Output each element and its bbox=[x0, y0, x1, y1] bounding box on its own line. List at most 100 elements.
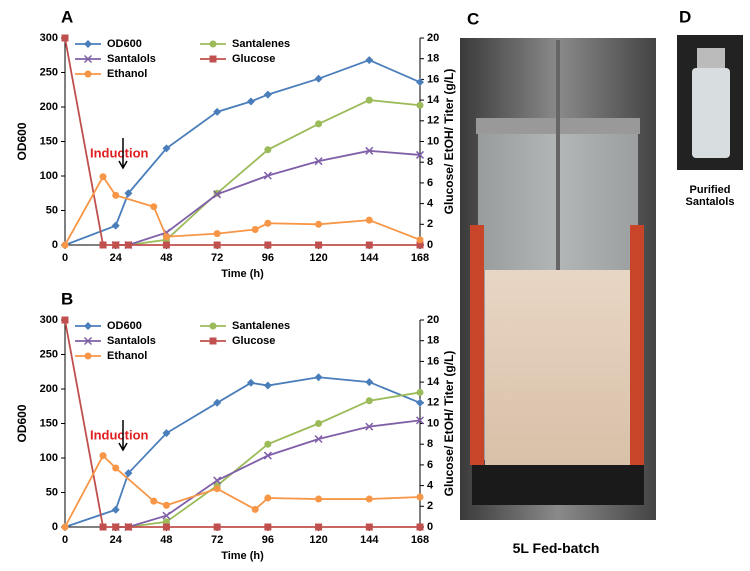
legend-marker bbox=[209, 322, 217, 330]
data-point bbox=[124, 241, 132, 249]
data-point bbox=[264, 523, 272, 531]
data-point bbox=[264, 241, 272, 249]
data-point bbox=[162, 429, 171, 438]
data-point bbox=[416, 523, 424, 531]
legend-marker bbox=[209, 40, 217, 48]
data-point bbox=[416, 236, 424, 244]
y2-tick-label: 0 bbox=[427, 521, 433, 533]
data-point bbox=[416, 241, 424, 249]
data-point bbox=[213, 241, 221, 249]
annotation: Induction bbox=[90, 145, 149, 160]
data-point bbox=[315, 220, 323, 228]
y2-tick-label: 20 bbox=[427, 32, 439, 44]
reactor-photo bbox=[460, 38, 656, 520]
data-point bbox=[264, 146, 272, 154]
data-point bbox=[251, 505, 259, 513]
data-point bbox=[61, 34, 69, 42]
x-tick-label: 96 bbox=[262, 252, 274, 264]
data-point bbox=[213, 107, 222, 116]
data-point bbox=[365, 96, 373, 104]
data-point bbox=[162, 523, 170, 531]
legend-marker bbox=[84, 70, 92, 78]
series-line bbox=[115, 419, 421, 528]
data-point bbox=[314, 74, 323, 83]
data-point bbox=[264, 440, 272, 448]
legend-label: Ethanol bbox=[107, 350, 147, 362]
y-tick-label: 250 bbox=[40, 348, 58, 360]
data-point bbox=[365, 146, 374, 155]
x-tick-label: 24 bbox=[110, 252, 123, 264]
x-tick-label: 0 bbox=[62, 534, 68, 546]
data-point bbox=[213, 398, 222, 407]
legend-marker bbox=[209, 55, 217, 63]
data-point bbox=[365, 397, 373, 405]
y2-tick-label: 16 bbox=[427, 73, 439, 85]
data-point bbox=[416, 78, 424, 87]
y2-tick-label: 14 bbox=[427, 94, 440, 106]
y2-tick-label: 4 bbox=[427, 480, 434, 492]
x-tick-label: 72 bbox=[211, 534, 223, 546]
y2-tick-label: 8 bbox=[427, 156, 433, 168]
y-axis-label: OD600 bbox=[15, 122, 29, 160]
panel-label: D bbox=[679, 7, 691, 26]
data-point bbox=[61, 241, 69, 249]
data-point bbox=[124, 469, 133, 478]
x-tick-label: 0 bbox=[62, 252, 68, 264]
data-point bbox=[365, 422, 374, 431]
data-point bbox=[416, 493, 424, 501]
legend-marker bbox=[84, 352, 92, 360]
data-point bbox=[365, 523, 373, 531]
data-point bbox=[416, 398, 424, 407]
y2-tick-label: 12 bbox=[427, 115, 439, 127]
photo-caption: Purified Santalols bbox=[685, 184, 735, 208]
y2-tick-label: 10 bbox=[427, 417, 439, 429]
legend-label: Glucose bbox=[232, 53, 275, 65]
x-tick-label: 120 bbox=[309, 534, 327, 546]
y2-tick-label: 10 bbox=[427, 135, 439, 147]
x-axis-label: Time (h) bbox=[221, 550, 264, 562]
data-point bbox=[365, 495, 373, 503]
data-point bbox=[99, 523, 107, 531]
series-line bbox=[64, 174, 421, 246]
data-point bbox=[112, 464, 120, 472]
x-axis-label: Time (h) bbox=[221, 268, 264, 280]
y2-tick-label: 6 bbox=[427, 177, 433, 189]
y-tick-label: 50 bbox=[46, 486, 58, 498]
data-point bbox=[99, 241, 107, 249]
x-tick-label: 144 bbox=[360, 534, 379, 546]
x-tick-label: 48 bbox=[160, 534, 172, 546]
legend-marker bbox=[84, 322, 92, 330]
data-point bbox=[162, 511, 171, 520]
data-point bbox=[124, 189, 133, 198]
data-point bbox=[162, 241, 170, 249]
data-point bbox=[124, 523, 132, 531]
data-point bbox=[162, 233, 170, 241]
data-point bbox=[263, 171, 272, 180]
data-point bbox=[112, 523, 120, 531]
y2-axis-label: Glucose/ EtOH/ Titer (g/L) bbox=[442, 69, 456, 215]
data-point bbox=[213, 476, 222, 485]
data-point bbox=[112, 191, 120, 199]
data-point bbox=[162, 144, 171, 153]
legend-marker bbox=[209, 337, 217, 345]
annotation-arrow bbox=[118, 138, 128, 170]
data-point bbox=[263, 90, 272, 99]
y2-tick-label: 18 bbox=[427, 335, 439, 347]
data-point bbox=[246, 378, 255, 387]
data-point bbox=[264, 219, 272, 227]
data-point bbox=[314, 373, 323, 382]
y-tick-label: 300 bbox=[40, 32, 58, 44]
annotation-arrow bbox=[118, 420, 128, 452]
annotation: Induction bbox=[90, 427, 149, 442]
y2-tick-label: 16 bbox=[427, 355, 439, 367]
legend-label: Santalenes bbox=[232, 38, 290, 50]
data-point bbox=[264, 494, 272, 502]
y2-tick-label: 2 bbox=[427, 218, 433, 230]
x-tick-label: 96 bbox=[262, 534, 274, 546]
data-point bbox=[61, 523, 69, 531]
y2-tick-label: 0 bbox=[427, 239, 433, 251]
series-line bbox=[64, 319, 420, 528]
data-point bbox=[150, 497, 158, 505]
